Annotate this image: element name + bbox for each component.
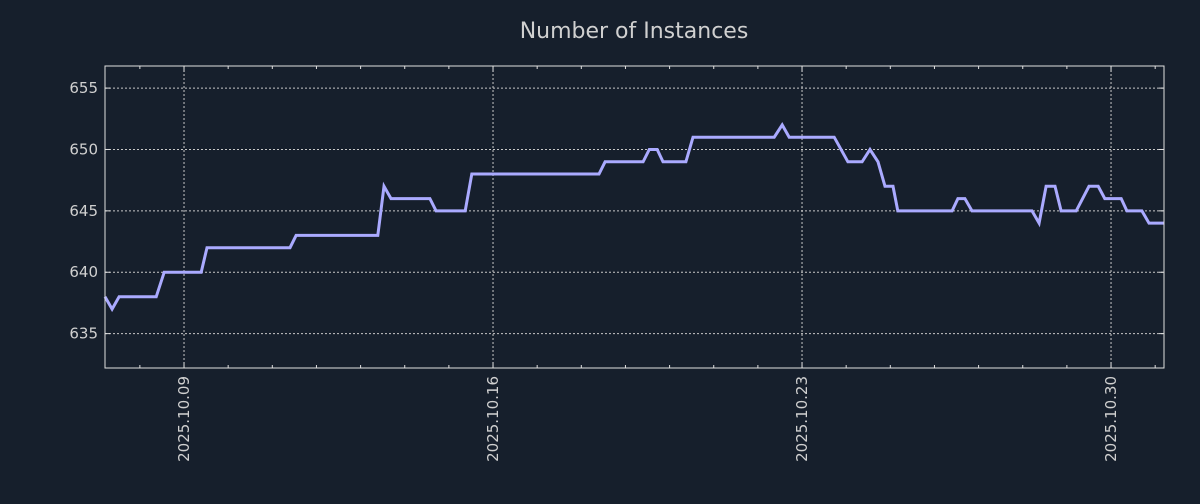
axis-ticks: 635 640 645 650 655 2025.10.09 2025.10.16 2025.…: [69, 66, 1164, 462]
x-tick-label: 2025.10.09: [175, 376, 193, 462]
y-tick-label: 640: [69, 263, 98, 281]
x-tick-label: 2025.10.30: [1102, 376, 1120, 462]
chart-title: Number of Instances: [520, 19, 749, 44]
y-tick-label: 650: [69, 140, 98, 158]
series-line-instances: [103, 122, 1164, 313]
plot-frame: [104, 65, 1165, 369]
x-tick-label: 2025.10.23: [793, 376, 811, 462]
y-tick-label: 635: [69, 325, 98, 343]
grid: [105, 66, 1164, 368]
x-tick-label: 2025.10.16: [484, 376, 502, 462]
y-tick-label: 655: [69, 79, 98, 97]
y-tick-label: 645: [69, 202, 98, 220]
